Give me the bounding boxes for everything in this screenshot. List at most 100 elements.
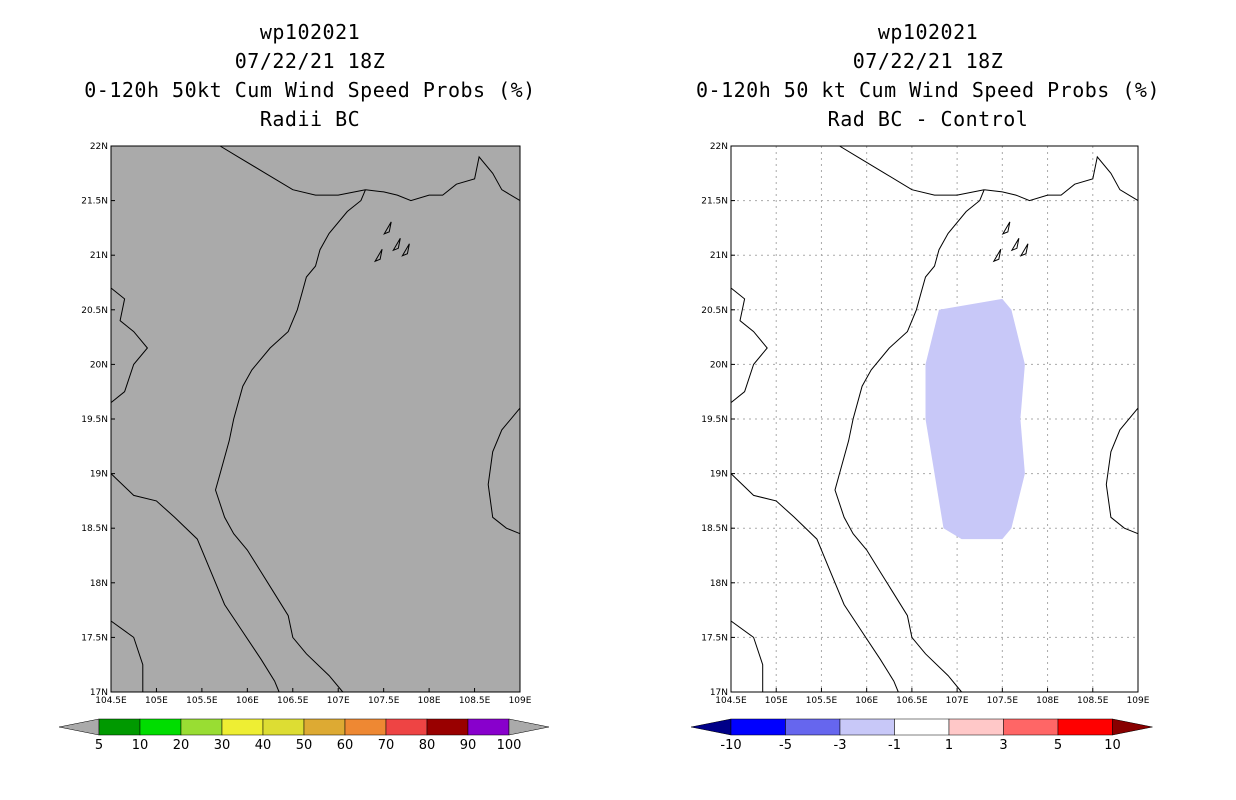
colorbar-box: [344, 718, 387, 736]
island-3: [383, 221, 392, 235]
colorbar-below-triangle: [58, 718, 100, 736]
lat-label: 19.5N: [701, 415, 728, 425]
coastline-border_west: [730, 287, 768, 403]
shaded-probability-region: [925, 298, 1025, 540]
lon-label: 105E: [145, 696, 168, 706]
colorbar-above-triangle: [508, 718, 550, 736]
colorbar-label: -1: [888, 738, 901, 753]
left-title-product: 0-120h 50kt Cum Wind Speed Probs (%): [84, 78, 536, 102]
right-map-panel: 104.5E 105E 105.5E 106E 106.5E 107E 107.5E 108E…: [701, 142, 1150, 706]
lon-label: 104.5E: [715, 696, 747, 706]
colorbar-box: [385, 718, 428, 736]
lat-label: 21N: [710, 251, 728, 261]
colorbar-box: [303, 718, 346, 736]
lon-label: 106.5E: [896, 696, 928, 706]
right-title-method: Rad BC - Control: [827, 107, 1029, 131]
lon-label: 107.5E: [368, 696, 400, 706]
lat-label: 22N: [90, 142, 108, 152]
island-3: [1001, 221, 1011, 235]
left-title-method: Radii BC: [259, 107, 361, 131]
colorbar-label: -3: [834, 738, 847, 753]
coastline-hainan: [487, 407, 521, 535]
left-map-background: [111, 146, 520, 692]
coastline-coast_ne: [365, 155, 521, 202]
lat-label: 17.5N: [701, 633, 728, 643]
colorbar-box: [180, 718, 223, 736]
lat-label: 18.5N: [81, 524, 108, 534]
left-title-date: 07/22/21 18Z: [234, 49, 386, 73]
lon-label: 108.5E: [1077, 696, 1109, 706]
lon-label: 109E: [1127, 696, 1150, 706]
right-title-storm: wp102021: [877, 20, 979, 44]
left-colorbar: 5 10 20 30 40 50 60 70 80 90 100: [58, 718, 550, 753]
lat-label: 20.5N: [701, 306, 728, 316]
island-1: [1010, 238, 1020, 252]
colorbar-box: [467, 718, 510, 736]
colorbar-box: [98, 718, 141, 736]
island-0: [373, 248, 383, 263]
lon-label: 105.5E: [806, 696, 838, 706]
coastline-border_sw: [730, 620, 764, 692]
lon-label: 106.5E: [277, 696, 309, 706]
colorbar-label: 90: [460, 738, 477, 753]
colorbar-box: [894, 718, 950, 736]
lat-label: 17N: [710, 688, 728, 698]
lat-label: 21N: [90, 251, 108, 261]
lon-label: 107E: [327, 696, 350, 706]
right-panel-title: wp102021 07/22/21 18Z 0-120h 50 kt Cum W…: [648, 18, 1208, 134]
colorbar-label: 1: [945, 738, 953, 753]
coastline-border_north: [839, 145, 985, 196]
island-2: [1019, 243, 1029, 257]
coastline-mainland: [834, 189, 985, 693]
colorbar-label: 70: [378, 738, 395, 753]
left-map-panel: 104.5E 105E 105.5E 106E 106.5E 107E 107.5E 108E…: [81, 142, 532, 706]
island-2: [401, 243, 410, 257]
colorbar-above-triangle: [1112, 718, 1153, 736]
lon-label: 106E: [855, 696, 878, 706]
gridlines: [731, 146, 1138, 692]
colorbar-box: [139, 718, 182, 736]
lon-label: 105E: [765, 696, 788, 706]
colorbar-below-triangle: [690, 718, 732, 736]
island-1: [392, 238, 401, 252]
lat-label: 18N: [90, 579, 108, 589]
left-title-storm: wp102021: [259, 20, 361, 44]
right-title-product: 0-120h 50 kt Cum Wind Speed Probs (%): [695, 78, 1161, 102]
colorbar-box: [221, 718, 264, 736]
colorbar-label: 60: [337, 738, 354, 753]
lon-label: 109E: [509, 696, 532, 706]
colorbar-box: [1057, 718, 1113, 736]
coastline-border_sw: [110, 620, 144, 692]
colorbar-box: [1003, 718, 1059, 736]
coastline-border_laos: [730, 473, 899, 693]
lat-label: 21.5N: [701, 197, 728, 207]
right-title-date: 07/22/21 18Z: [852, 49, 1004, 73]
left-panel-title: wp102021 07/22/21 18Z 0-120h 50kt Cum Wi…: [30, 18, 590, 134]
colorbar-label: -5: [779, 738, 792, 753]
coastline-border_north: [219, 145, 366, 196]
coastline-border_laos: [110, 473, 280, 693]
coastline-coast_ne: [984, 155, 1139, 202]
colorbar-label: -10: [720, 738, 741, 753]
coastline-border_west: [110, 287, 149, 403]
lat-label: 20N: [710, 360, 728, 370]
right-colorbar: -10 -5 -3 -1 1 3 5 10: [690, 718, 1153, 753]
colorbar-label: 5: [1054, 738, 1062, 753]
colorbar-label: 10: [132, 738, 149, 753]
lat-label: 18N: [710, 579, 728, 589]
colorbar-box: [426, 718, 469, 736]
colorbar-label: 50: [296, 738, 313, 753]
coastline-hainan: [1105, 407, 1139, 535]
coastlines: [110, 145, 521, 693]
colorbar-box: [839, 718, 895, 736]
island-0: [992, 248, 1002, 263]
colorbar-label: 80: [419, 738, 436, 753]
lat-label: 20.5N: [81, 306, 108, 316]
colorbar-label: 100: [497, 738, 522, 753]
lon-label: 106E: [236, 696, 259, 706]
colorbar-label: 5: [95, 738, 103, 753]
colorbar-label: 3: [999, 738, 1007, 753]
lon-label: 107.5E: [987, 696, 1019, 706]
lon-label: 108E: [1036, 696, 1059, 706]
